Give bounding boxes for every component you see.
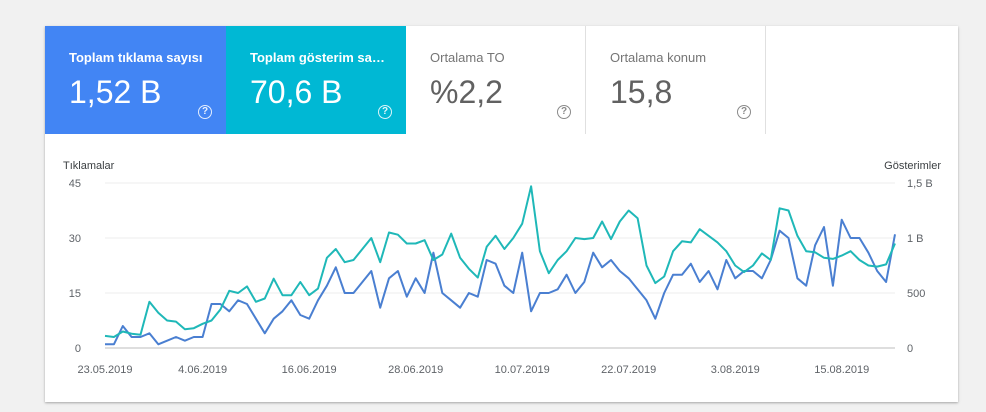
tile-average-position[interactable]: Ortalama konum 15,8 ? xyxy=(586,26,766,134)
chart-series xyxy=(104,185,896,346)
performance-card: Toplam tıklama sayısı 1,52 B ? Toplam gö… xyxy=(45,26,958,402)
tile-total-impressions[interactable]: Toplam gösterim sayısı 70,6 B ? xyxy=(226,26,406,134)
y-axis-left-title: Tıklamalar xyxy=(63,160,115,172)
x-tick-label: 16.06.2019 xyxy=(282,364,337,376)
y-left-tick-label: 15 xyxy=(69,288,81,300)
x-tick-label: 28.06.2019 xyxy=(388,364,443,376)
tile-total-clicks-value: 1,52 B xyxy=(69,74,162,110)
y-right-tick-label: 1,5 B xyxy=(907,178,933,190)
performance-chart: Tıklamalar Gösterimler 45 30 15 0 1,5 B 1 B 5… xyxy=(63,160,941,376)
tile-average-ctr-value: %2,2 xyxy=(430,74,503,110)
y-left-tick-label: 45 xyxy=(69,178,81,190)
tile-total-clicks[interactable]: Toplam tıklama sayısı 1,52 B ? xyxy=(45,26,226,134)
y-axis-right-ticks: 1,5 B 1 B 500 0 xyxy=(907,178,933,355)
x-tick-label: 15.08.2019 xyxy=(814,364,869,376)
x-tick-label: 23.05.2019 xyxy=(77,364,132,376)
y-right-tick-label: 500 xyxy=(907,288,925,300)
help-icon[interactable]: ? xyxy=(557,105,571,119)
series-line-clicks xyxy=(105,218,896,346)
y-axis-right-title: Gösterimler xyxy=(884,160,941,172)
x-axis-ticks: 23.05.2019 4.06.2019 16.06.2019 28.06.2019 1… xyxy=(77,364,869,376)
tile-total-impressions-value: 70,6 B xyxy=(250,74,343,110)
y-right-tick-label: 1 B xyxy=(907,233,924,245)
x-tick-label: 10.07.2019 xyxy=(495,364,550,376)
x-tick-label: 22.07.2019 xyxy=(601,364,656,376)
x-tick-label: 3.08.2019 xyxy=(711,364,760,376)
help-icon[interactable]: ? xyxy=(198,105,212,119)
chart-grid xyxy=(105,182,895,349)
x-tick-label: 4.06.2019 xyxy=(178,364,227,376)
tile-average-position-value: 15,8 xyxy=(610,74,673,110)
y-axis-left-ticks: 45 30 15 0 xyxy=(69,178,81,355)
help-icon[interactable]: ? xyxy=(378,105,392,119)
y-left-tick-label: 0 xyxy=(75,343,81,355)
y-left-tick-label: 30 xyxy=(69,233,81,245)
metric-tiles: Toplam tıklama sayısı 1,52 B ? Toplam gö… xyxy=(45,26,766,134)
help-icon[interactable]: ? xyxy=(737,105,751,119)
series-line-impressions xyxy=(104,185,896,338)
y-right-tick-label: 0 xyxy=(907,343,913,355)
tile-average-ctr[interactable]: Ortalama TO %2,2 ? xyxy=(406,26,586,134)
